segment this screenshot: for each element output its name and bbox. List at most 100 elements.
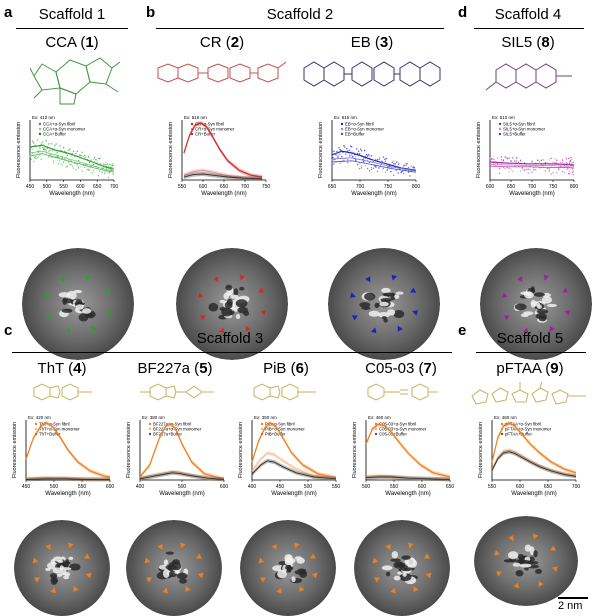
legend-entry: BF227a+α-Syn fibril	[153, 422, 191, 427]
excitation-label: Ex: 615 nm	[334, 115, 357, 120]
ligand-site-marker	[372, 557, 379, 564]
series-error-band	[140, 469, 224, 482]
series-point	[489, 155, 491, 157]
series-point	[352, 155, 354, 158]
ligand-site-marker	[551, 566, 558, 572]
series-point	[517, 163, 520, 165]
series-line	[139, 423, 225, 480]
series-point	[368, 170, 371, 172]
series-point	[112, 164, 114, 166]
legend-entry: C05-03+α-Syn monomer	[379, 427, 427, 432]
series-point	[81, 170, 83, 172]
density-blob	[284, 557, 296, 564]
series-point	[500, 159, 503, 161]
compound-label-pftaa: pFTAA (9)	[496, 360, 564, 377]
series-point	[337, 156, 339, 158]
cca-structure-image	[30, 57, 121, 105]
series-point	[393, 163, 395, 165]
series-point	[76, 164, 78, 166]
density-map-svg	[328, 248, 440, 360]
x-tick-label: 550	[390, 484, 399, 490]
legend-marker	[500, 422, 504, 426]
density-blob	[394, 294, 400, 299]
series-point	[496, 157, 499, 159]
series-point	[370, 168, 373, 170]
series-point	[111, 166, 113, 169]
series-point	[76, 150, 78, 153]
series-point	[87, 156, 90, 158]
cca-emission-chart: 450 500 550 600 650 700 Wavelength (nm) Fluores…	[14, 112, 120, 202]
ligand-site-marker	[45, 543, 51, 550]
series-point	[59, 149, 61, 152]
series-point	[570, 157, 572, 159]
series-point	[92, 170, 95, 172]
series-point	[72, 167, 75, 169]
series-point	[535, 169, 537, 171]
series-point	[552, 172, 554, 174]
series-point	[72, 154, 75, 157]
density-blob	[535, 568, 542, 575]
ligand-site-marker	[197, 292, 204, 298]
density-blob	[377, 311, 390, 318]
legend-marker	[340, 127, 344, 131]
series-point	[508, 157, 510, 159]
x-tick-label: 600	[106, 484, 115, 490]
excitation-label: Ex: 460 nm	[368, 415, 391, 420]
series-point	[61, 157, 64, 159]
ligand-site-marker	[390, 587, 396, 594]
density-blob	[536, 304, 542, 309]
legend-entry: BF227a+α-Syn monomer	[153, 427, 202, 432]
density-blob	[174, 570, 181, 574]
series-point	[46, 147, 49, 150]
legend-entry: EB+Buffer	[345, 132, 365, 137]
ligand-site-marker	[349, 292, 356, 298]
density-blob	[163, 559, 169, 566]
series-point	[563, 171, 566, 174]
series-point	[105, 167, 108, 169]
series-point	[376, 170, 379, 173]
series-line	[491, 449, 577, 477]
series-point	[519, 170, 522, 172]
series-line	[365, 476, 451, 480]
bf227a-emission-chart: 400 500 600 Wavelength (nm) Fluorescence emi…	[124, 412, 230, 502]
eb-emission-chart: 650 700 750 800 Wavelength (nm) Fluorescence …	[316, 112, 422, 202]
density-blob	[219, 306, 226, 311]
series-point	[47, 156, 50, 158]
density-blob	[50, 576, 58, 585]
series-point	[84, 166, 86, 169]
series-point	[542, 159, 545, 161]
series-point	[394, 163, 396, 165]
series-point	[508, 170, 510, 173]
series-point	[402, 165, 405, 167]
series-point	[108, 172, 111, 174]
density-blob	[503, 559, 513, 563]
tht-structure-image	[33, 383, 92, 401]
density-blob	[66, 291, 77, 300]
series-point	[33, 160, 35, 163]
series-point	[396, 161, 398, 163]
series-point	[85, 163, 87, 165]
panel-letter-d: d	[458, 4, 468, 21]
compound-label-tht: ThT (4)	[37, 360, 87, 377]
series-point	[533, 168, 535, 171]
series-line	[139, 472, 225, 480]
series-point	[36, 157, 39, 159]
series-point	[527, 168, 529, 170]
ligand-site-marker	[85, 274, 91, 281]
density-blob	[404, 557, 416, 567]
series-point	[378, 158, 381, 161]
density-blob	[84, 313, 94, 317]
series-point	[571, 164, 573, 166]
density-map-svg	[126, 520, 222, 616]
scaffold-1-rule	[16, 28, 128, 29]
x-tick-label: 500	[362, 484, 371, 490]
x-tick-label: 800	[570, 184, 579, 190]
x-axis-label: Wavelength (nm)	[511, 491, 556, 497]
pftaa-cryoem-density	[474, 516, 578, 606]
series-point	[85, 156, 87, 158]
series-point	[358, 167, 361, 170]
panel-letter-e: e	[458, 322, 467, 339]
series-point	[540, 164, 543, 166]
legend-entry: CCA+α-Syn fibril	[43, 122, 75, 127]
series-point	[351, 146, 353, 148]
